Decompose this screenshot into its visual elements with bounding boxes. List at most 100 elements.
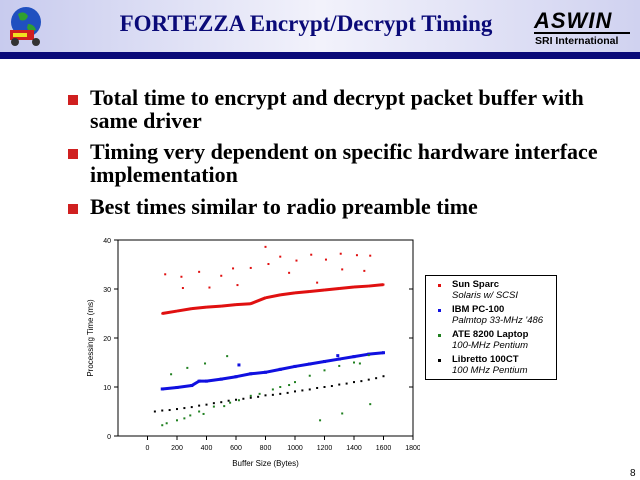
data-point-libretto-100ct [286, 391, 289, 394]
data-point-sun-sparc [267, 263, 270, 266]
data-point-libretto-100ct [367, 378, 370, 381]
legend-item: ATE 8200 Laptop 100-MHz Pentium [426, 326, 556, 351]
data-point-ate-8200-laptop [229, 401, 232, 404]
data-point-libretto-100ct [323, 386, 326, 388]
y-tick-label: 40 [103, 238, 111, 245]
data-point-ate-8200-laptop [165, 422, 168, 425]
data-point-ate-8200-laptop [319, 419, 322, 422]
data-point-sun-sparc [264, 245, 267, 248]
series-band [324, 287, 340, 292]
x-tick-label: 1400 [346, 445, 362, 452]
series-band [190, 379, 200, 387]
data-point-libretto-100ct [205, 403, 208, 406]
series-band [309, 360, 325, 366]
data-point-ate-8200-laptop [183, 417, 186, 420]
data-point-libretto-100ct [301, 389, 304, 392]
data-point-ate-8200-laptop [294, 381, 296, 384]
data-point-libretto-100ct [198, 404, 201, 407]
series-band [162, 385, 178, 391]
slide-header [0, 0, 640, 52]
data-point-ibm-pc-100 [336, 354, 340, 358]
data-point-sun-sparc [232, 267, 235, 270]
data-point-ate-8200-laptop [308, 374, 311, 377]
series-band [324, 357, 340, 363]
series-band [265, 293, 281, 300]
data-point-libretto-100ct [190, 406, 193, 409]
legend-marker [438, 359, 441, 362]
data-point-sun-sparc [198, 270, 201, 273]
data-point-libretto-100ct [330, 385, 333, 388]
data-point-ate-8200-laptop [338, 364, 341, 367]
chart-legend: Sun Sparc Solaris w/ SCSI IBM PC-100 Palmt… [425, 275, 557, 380]
scatter-chart: 0 200 400 600 800 1000 1200 1400 1600 1800 0 10 20 30… [86, 238, 420, 468]
data-point-sun-sparc [382, 283, 385, 286]
data-point-libretto-100ct [227, 399, 230, 402]
data-point-sun-sparc [279, 255, 282, 258]
series-band [235, 372, 252, 379]
x-axis-label: Buffer Size (Bytes) [232, 459, 299, 468]
series-band [206, 377, 222, 383]
data-point-ate-8200-laptop [223, 405, 226, 408]
data-point-libretto-100ct [294, 390, 296, 393]
data-point-ate-8200-laptop [271, 388, 274, 391]
data-point-ate-8200-laptop [341, 412, 344, 415]
data-point-sun-sparc [181, 287, 184, 290]
series-band [235, 302, 251, 307]
data-point-sun-sparc [164, 273, 167, 276]
series-band [221, 375, 237, 381]
plot-frame [117, 239, 414, 437]
y-axis-label: Processing Time (ms) [86, 299, 95, 377]
org-name: SRI International [535, 35, 619, 47]
data-point-sun-sparc [324, 258, 327, 261]
x-tick-label: 400 [201, 445, 213, 452]
series-band [339, 355, 355, 361]
data-point-ate-8200-laptop [258, 392, 261, 395]
data-point-libretto-100ct [338, 383, 341, 386]
data-point-libretto-100ct [161, 409, 164, 412]
x-tick-label: 1600 [376, 445, 392, 452]
data-point-ate-8200-laptop [226, 355, 229, 358]
data-point-ate-8200-laptop [249, 394, 252, 397]
data-point-libretto-100ct [242, 397, 245, 400]
series-band [162, 309, 178, 315]
data-point-ate-8200-laptop [358, 362, 361, 365]
data-point-libretto-100ct [279, 392, 282, 395]
bullet-square-icon [68, 204, 78, 214]
legend-item: Libretto 100CT 100 MHz Pentium [426, 351, 556, 376]
data-point-sun-sparc [316, 281, 319, 284]
series-band [294, 362, 310, 368]
data-point-ate-8200-laptop [288, 384, 291, 387]
data-point-ate-8200-laptop [198, 410, 201, 413]
data-point-libretto-100ct [360, 380, 363, 383]
data-point-libretto-100ct [183, 407, 186, 410]
data-point-sun-sparc [236, 284, 239, 287]
data-point-ate-8200-laptop [369, 403, 372, 406]
data-point-ate-8200-laptop [189, 414, 192, 417]
y-tick-label: 20 [103, 336, 111, 343]
data-point-ate-8200-laptop [202, 412, 205, 415]
x-tick-label: 800 [260, 445, 272, 452]
logo-underline [534, 32, 630, 34]
x-tick-label: 1800 [405, 445, 420, 452]
series-band [353, 352, 369, 359]
series-band [176, 384, 192, 389]
series-band [309, 288, 325, 293]
x-tick-label: 600 [230, 445, 242, 452]
data-point-libretto-100ct [176, 408, 178, 411]
series-band [250, 296, 267, 306]
data-point-ate-8200-laptop [279, 386, 282, 388]
data-point-libretto-100ct [382, 375, 385, 378]
data-point-libretto-100ct [168, 409, 171, 412]
series-band [221, 303, 237, 308]
legend-marker [438, 309, 441, 312]
data-point-sun-sparc [310, 253, 313, 256]
data-point-ate-8200-laptop [170, 373, 173, 376]
series-band [339, 285, 355, 291]
data-point-libretto-100ct [220, 401, 223, 404]
data-point-libretto-100ct [212, 402, 215, 405]
globe-logo-icon [10, 7, 41, 46]
x-tick-label: 1000 [287, 445, 303, 452]
legend-marker [438, 284, 441, 287]
data-point-libretto-100ct [257, 395, 260, 398]
data-point-libretto-100ct [308, 388, 311, 391]
